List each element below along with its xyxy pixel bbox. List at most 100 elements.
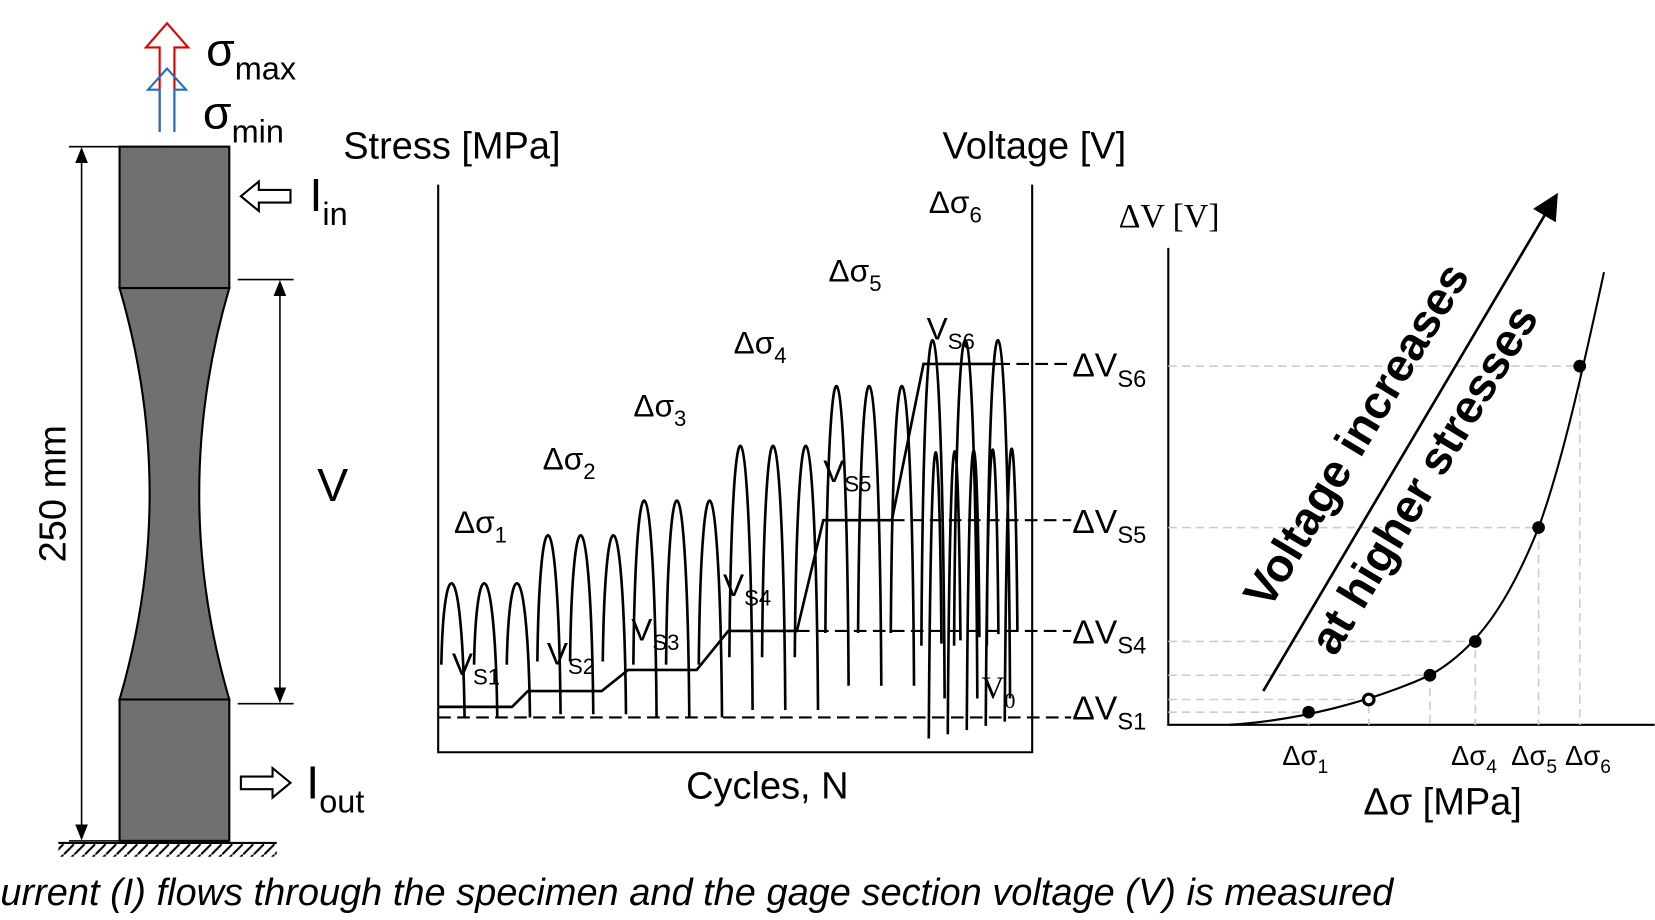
label-main: V (927, 311, 948, 347)
label-sub: 4 (774, 343, 786, 368)
label-main: ΔV (1072, 503, 1118, 541)
voltage-step: VS4 (723, 567, 771, 610)
load-max: σmax (206, 23, 296, 86)
stress-block: Δσ6 (929, 184, 982, 227)
label-main: I (306, 757, 319, 809)
length: 250 mm (33, 425, 75, 562)
trend-curve (1229, 271, 1606, 726)
load-min: σmin (203, 87, 284, 150)
label-main: σ (203, 87, 232, 139)
axes (1167, 247, 1655, 726)
x-label: Δσ4 (1451, 740, 1497, 778)
label-sub: 4 (1486, 757, 1497, 778)
x-label: Δσ5 (1511, 740, 1557, 778)
plot-frame (437, 184, 1034, 754)
caption: urrent (I) flows through the specimen an… (0, 872, 1395, 914)
right-axis-title: Voltage [V] (943, 125, 1127, 167)
step-level: ΔVS5 (1072, 503, 1146, 549)
label-sub: min (232, 114, 284, 150)
label-main: V (452, 646, 473, 682)
baseline-label: V0 (982, 670, 1016, 712)
label-main: Δσ (1565, 740, 1600, 771)
point (1423, 668, 1437, 682)
voltage-step: VS5 (823, 453, 871, 496)
label-main: ΔV (1072, 614, 1118, 652)
label-main: V (982, 670, 1005, 705)
label-main: Δσ (1282, 740, 1317, 771)
label-main: V (547, 636, 568, 672)
label-sub: S2 (568, 654, 595, 679)
left-axis-title: Stress [MPa] (343, 125, 560, 167)
x-axis-title: Cycles, N (686, 766, 848, 808)
top-grip (118, 145, 231, 290)
label-sub: S5 (844, 472, 871, 497)
label-main: ΔV (1072, 347, 1118, 385)
label-sub: out (319, 784, 364, 820)
label-main: Δσ (633, 388, 674, 424)
label-sub: 1 (495, 522, 507, 547)
label-sub: 6 (969, 203, 981, 228)
point (1532, 521, 1545, 534)
label-sub: S3 (652, 630, 679, 655)
label-sub: 5 (869, 271, 881, 296)
label-sub: 3 (674, 406, 686, 431)
gage-voltage: V (317, 459, 348, 511)
label-sub: S6 (948, 329, 975, 354)
label-main: ΔV (1072, 690, 1118, 728)
label-main: Δσ (829, 253, 870, 289)
min-load-arrow (145, 67, 189, 132)
label-main: Δσ (734, 324, 775, 360)
label-main: Δσ (1511, 740, 1546, 771)
voltage-step: VS2 (547, 636, 595, 679)
label-sub: 6 (1600, 757, 1611, 778)
label-sub: S1 (473, 665, 500, 690)
stress-block: Δσ5 (829, 253, 882, 296)
level-dash (796, 362, 1072, 632)
point (1361, 692, 1376, 707)
stress-cycles (440, 338, 1019, 739)
label-main: V (723, 567, 744, 603)
label-main: I (309, 169, 322, 221)
label-main: Δσ (543, 440, 584, 476)
ground-hatch (58, 842, 277, 857)
x-label: Δσ6 (1565, 740, 1611, 778)
label-sub: S1 (1117, 710, 1146, 736)
label-main: V (823, 453, 844, 489)
current-in: Iin (309, 169, 347, 232)
label-sub: 2 (583, 459, 595, 484)
label-main: V (631, 611, 652, 647)
point (1573, 359, 1587, 373)
step-level: ΔVS6 (1072, 347, 1146, 393)
trend-arrow (1262, 192, 1558, 692)
label-main: Δσ (454, 504, 495, 540)
stress-block: Δσ2 (543, 440, 596, 483)
specimen (58, 21, 294, 857)
x-label: Δσ1 (1282, 740, 1328, 778)
stress-block: Δσ4 (734, 324, 787, 367)
point (1302, 705, 1315, 719)
point (1468, 635, 1482, 648)
result-plot (1167, 192, 1655, 726)
step-level: ΔVS1 (1072, 690, 1146, 736)
stress-block: Δσ3 (633, 388, 686, 431)
x-axis-title: Δσ [MPa] (1363, 781, 1522, 823)
max-load-arrow (143, 21, 191, 132)
label-sub: S5 (1117, 523, 1146, 549)
stress-block: Δσ1 (454, 504, 507, 547)
label-sub: S6 (1117, 367, 1146, 393)
label-main: Δσ (1451, 740, 1486, 771)
current-in-arrow (239, 179, 292, 214)
voltage-step: VS1 (452, 646, 500, 689)
label-main: σ (206, 23, 235, 75)
label-sub: max (235, 50, 296, 86)
step-level: ΔVS4 (1072, 614, 1146, 660)
label-sub: 0 (1004, 688, 1015, 713)
bottom-grip (118, 698, 231, 842)
gage-section (118, 286, 231, 701)
voltage-step: VS3 (631, 611, 679, 654)
voltage-step: VS6 (927, 311, 975, 354)
label-sub: 1 (1317, 757, 1328, 778)
label-main: Δσ (929, 184, 970, 220)
